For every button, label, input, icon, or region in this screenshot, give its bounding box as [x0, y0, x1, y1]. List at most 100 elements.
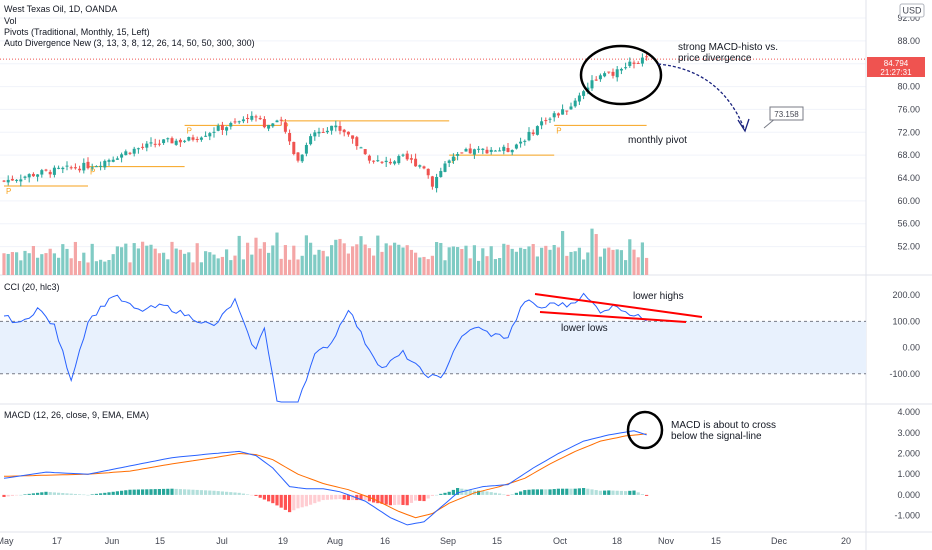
- volume-bar: [229, 260, 233, 275]
- macd-histogram-bar: [250, 494, 254, 496]
- volume-bar: [418, 257, 422, 275]
- volume-bar: [124, 243, 128, 275]
- volume-bar: [346, 253, 350, 275]
- volume-bar: [603, 248, 607, 275]
- volume-bar: [279, 258, 283, 275]
- volume-bar: [216, 258, 220, 275]
- currency-badge[interactable]: [899, 3, 925, 18]
- candle-body: [367, 155, 371, 161]
- price-axis-label: 56.00: [897, 219, 920, 229]
- cci-axis-label: 0.00: [902, 343, 920, 353]
- pivots-legend[interactable]: Pivots (Traditional, Monthly, 15, Left): [4, 27, 150, 37]
- candle-body: [628, 61, 632, 66]
- macd-histogram-bar: [477, 490, 481, 495]
- candle-body: [141, 146, 145, 148]
- macd-histogram-bar: [325, 494, 329, 500]
- volume-bar: [162, 252, 166, 275]
- macd-histogram-bar: [237, 492, 241, 495]
- volume-bar: [78, 261, 82, 275]
- macd-histogram-bar: [582, 488, 586, 495]
- macd-histogram-bar: [527, 489, 531, 495]
- candle-body: [178, 139, 182, 143]
- lower-highs-line: [534, 293, 703, 318]
- volume-bar: [157, 253, 161, 275]
- macd-histogram-bar: [204, 490, 208, 495]
- volume-bar: [145, 245, 149, 275]
- macd-histogram-bar: [401, 494, 405, 505]
- volume-bar: [460, 248, 464, 275]
- projection-arrowhead: [737, 118, 750, 133]
- volume-bar: [111, 254, 115, 275]
- volume-bar: [464, 245, 468, 275]
- macd-histogram-bar: [430, 494, 434, 496]
- candle-body: [78, 168, 82, 171]
- macd-histogram-bar: [489, 492, 493, 495]
- candle-body: [640, 57, 644, 64]
- macd-histogram-bar: [208, 490, 212, 495]
- time-axis[interactable]: May 17 Jun 15 Jul 19 Aug 16 Sep 15 Oct 18 Nov 15 Dec 20: [0, 536, 851, 546]
- callout-box[interactable]: [769, 106, 804, 121]
- macd-histogram-bar: [590, 489, 594, 495]
- volume-bar: [48, 248, 52, 275]
- candle-body: [409, 158, 413, 160]
- candle-body: [481, 148, 485, 150]
- divergence-note-line2: price divergence: [678, 53, 752, 64]
- volume-bar: [44, 253, 48, 275]
- cci-axis-label: -100.00: [889, 369, 920, 379]
- macd-histogram-bar: [31, 493, 35, 495]
- cci-legend[interactable]: CCI (20, hlc3): [4, 282, 60, 292]
- volume-bar: [225, 249, 229, 275]
- candle-body: [527, 131, 531, 141]
- candle-body: [611, 71, 615, 76]
- volume-bar: [61, 244, 65, 275]
- volume-bar: [472, 245, 476, 275]
- pivot-marker: P: [556, 126, 561, 135]
- macd-histogram-bar: [594, 490, 598, 495]
- macd-legend[interactable]: MACD (12, 26, close, 9, EMA, EMA): [4, 410, 149, 420]
- volume-bar: [23, 250, 27, 275]
- cci-line: [3, 292, 647, 403]
- price-axis-label: 60.00: [897, 196, 920, 206]
- volume-bar: [275, 232, 279, 275]
- volume-bar: [191, 262, 195, 275]
- macd-histogram-bar: [636, 492, 640, 495]
- candle-body: [132, 148, 136, 154]
- macd-histogram-bar: [531, 489, 535, 495]
- volume-bar: [212, 254, 216, 275]
- volume-bar: [19, 260, 23, 275]
- divergence-note-line1: strong MACD-histo vs.: [678, 42, 778, 53]
- macd-histogram-bar: [69, 493, 73, 495]
- price-axis-label: 52.00: [897, 242, 920, 252]
- volume-bar: [573, 251, 577, 275]
- macd-histogram-bar: [44, 491, 48, 495]
- candle-body: [380, 161, 384, 163]
- macd-histogram-bar: [468, 490, 472, 495]
- macd-axis-label: 2.000: [897, 449, 920, 459]
- candle-body: [401, 154, 405, 156]
- volume-bar: [498, 257, 502, 275]
- candle-body: [94, 166, 98, 168]
- volume-bar: [443, 260, 447, 275]
- volume-legend[interactable]: Vol: [4, 16, 17, 26]
- volume-bar: [422, 256, 426, 275]
- candle-body: [598, 75, 602, 80]
- volume-bar: [233, 255, 237, 275]
- time-axis-label: 19: [278, 536, 288, 546]
- time-axis-label: Oct: [553, 536, 568, 546]
- candle-body: [283, 122, 287, 132]
- macd-histogram-bar: [132, 489, 136, 495]
- volume-bar: [523, 248, 527, 275]
- candle-body: [636, 62, 640, 64]
- candle-body: [502, 146, 506, 151]
- autodiv-legend[interactable]: Auto Divergence New (3, 13, 3, 8, 12, 26…: [4, 38, 255, 48]
- macd-histogram-bar: [380, 494, 384, 504]
- price-axis-label: 80.00: [897, 82, 920, 92]
- symbol-title[interactable]: West Texas Oil, 1D, OANDA: [4, 4, 117, 14]
- candle-body: [250, 115, 254, 120]
- volume-bar: [300, 255, 304, 275]
- price-candles[interactable]: [2, 52, 649, 193]
- macd-histogram-bar: [561, 488, 565, 495]
- candle-body: [359, 147, 363, 149]
- macd-histogram-bar: [615, 490, 619, 495]
